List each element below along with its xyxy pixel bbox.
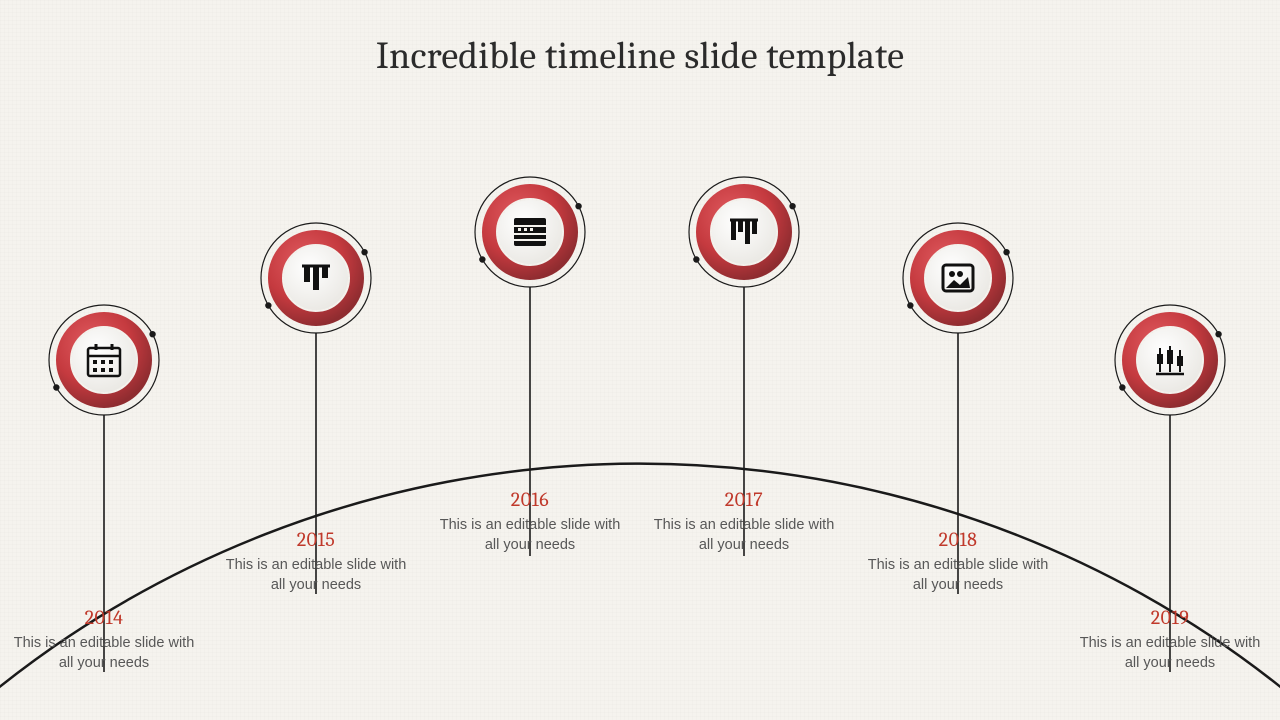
year-label-2014: 2014	[19, 606, 189, 629]
desc-label-2016: This is an editable slide with all your …	[435, 516, 625, 555]
candles-icon	[1156, 346, 1184, 374]
desc-label-2019: This is an editable slide with all your …	[1075, 634, 1265, 673]
year-label-2018: 2018	[873, 528, 1043, 551]
year-label-2016: 2016	[445, 488, 615, 511]
timeline-arc	[0, 464, 1280, 720]
sheet-icon	[514, 218, 546, 246]
desc-label-2017: This is an editable slide with all your …	[649, 516, 839, 555]
desc-label-2018: This is an editable slide with all your …	[863, 556, 1053, 595]
year-label-2019: 2019	[1085, 606, 1255, 629]
desc-label-2015: This is an editable slide with all your …	[221, 556, 411, 595]
year-label-2017: 2017	[659, 488, 829, 511]
desc-label-2014: This is an editable slide with all your …	[9, 634, 199, 673]
year-label-2015: 2015	[231, 528, 401, 551]
